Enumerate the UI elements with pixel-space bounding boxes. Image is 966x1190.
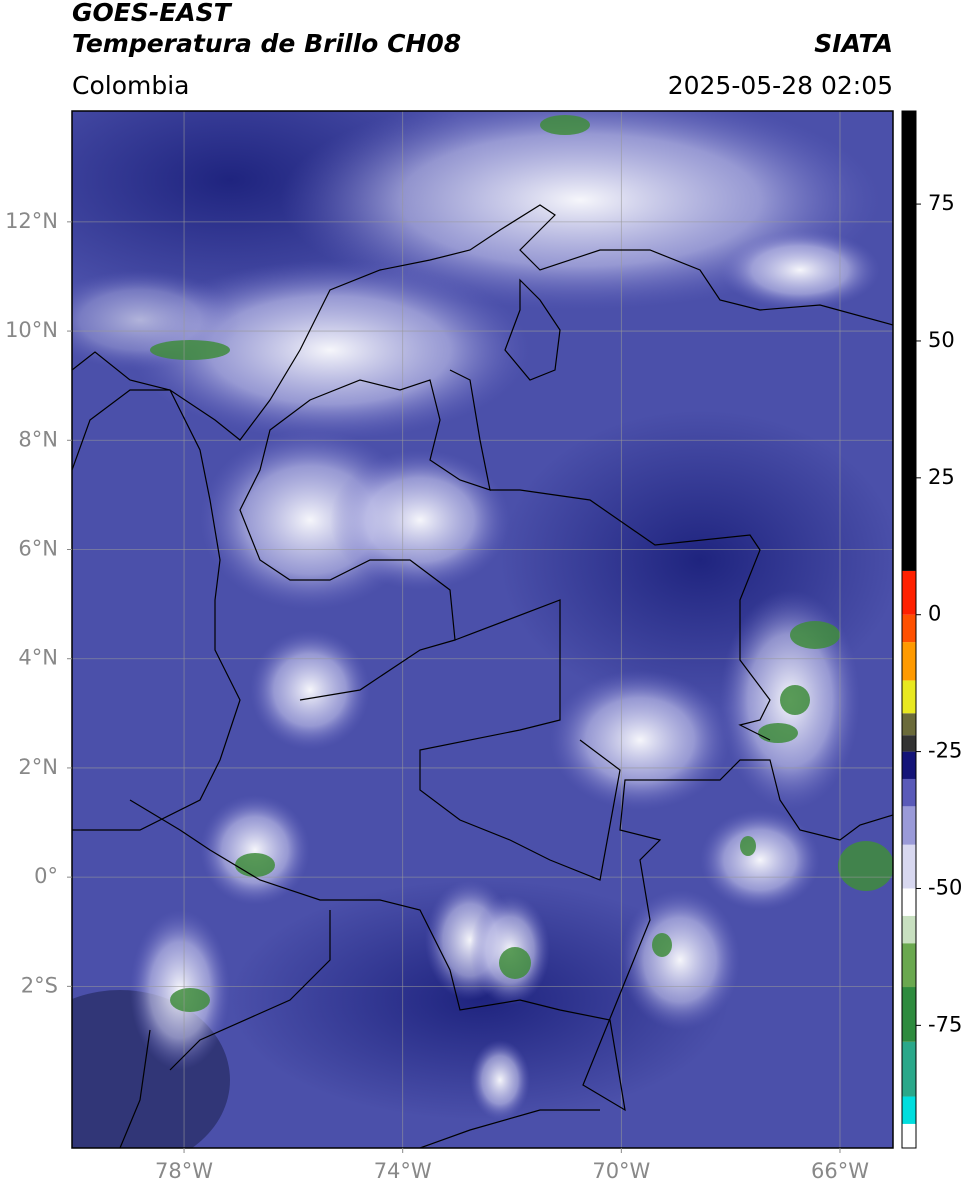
colorbar-frame <box>901 110 917 1149</box>
y-tick-label: 10°N <box>5 318 58 342</box>
y-tick-label: 8°N <box>18 427 58 451</box>
colorbar-segment <box>902 642 916 681</box>
colorbar-segment <box>902 778 916 807</box>
colorbar-tick-label: -75 <box>928 1012 962 1036</box>
colorbar-segment <box>902 1096 916 1124</box>
colorbar-segment <box>902 987 916 1042</box>
colorbar-segment <box>902 614 916 643</box>
colorbar-segment <box>902 1041 916 1097</box>
x-tick-label: 78°W <box>155 1159 213 1183</box>
map-frame <box>71 110 894 1149</box>
grid <box>72 111 893 1148</box>
datetime: 2025-05-28 02:05 <box>668 71 893 100</box>
y-tick-label: 2°S <box>21 973 58 997</box>
colorbar-tick-label: -50 <box>928 875 962 899</box>
colorbar-segment <box>902 111 916 571</box>
x-tick-label: 74°W <box>374 1159 432 1183</box>
colorbar-segment <box>902 680 916 714</box>
colorbar-segment <box>902 915 916 944</box>
colorbar-tick-label: 25 <box>928 465 955 489</box>
borders <box>72 204 893 1148</box>
y-tick-label: 0° <box>34 864 58 888</box>
colorbar-tick-label: -25 <box>928 739 962 763</box>
x-tick-label: 70°W <box>592 1159 650 1183</box>
satellite-image <box>72 111 893 1148</box>
colorbar-segment <box>902 570 916 615</box>
title: GOES-EAST <box>72 0 233 27</box>
source: SIATA <box>814 29 893 58</box>
subtitle: Temperatura de Brillo CH08 <box>72 29 461 58</box>
y-tick-label: 6°N <box>18 536 58 560</box>
colorbar <box>902 111 916 1148</box>
colorbar-segment <box>902 735 916 752</box>
y-tick-label: 4°N <box>18 646 58 670</box>
colorbar-segment <box>902 943 916 988</box>
colorbar-segment <box>902 713 916 736</box>
colorbar-segment <box>902 1123 916 1148</box>
colorbar-tick-label: 50 <box>928 328 955 352</box>
colorbar-segment <box>902 751 916 779</box>
y-tick-label: 12°N <box>5 209 58 233</box>
region: Colombia <box>72 71 189 100</box>
x-tick-label: 66°W <box>811 1159 869 1183</box>
colorbar-segment <box>902 888 916 916</box>
y-tick-label: 2°N <box>18 755 58 779</box>
colorbar-tick-label: 75 <box>928 191 955 215</box>
colorbar-tick-label: 0 <box>928 602 941 626</box>
colorbar-segment <box>902 844 916 889</box>
colorbar-segment <box>902 806 916 845</box>
